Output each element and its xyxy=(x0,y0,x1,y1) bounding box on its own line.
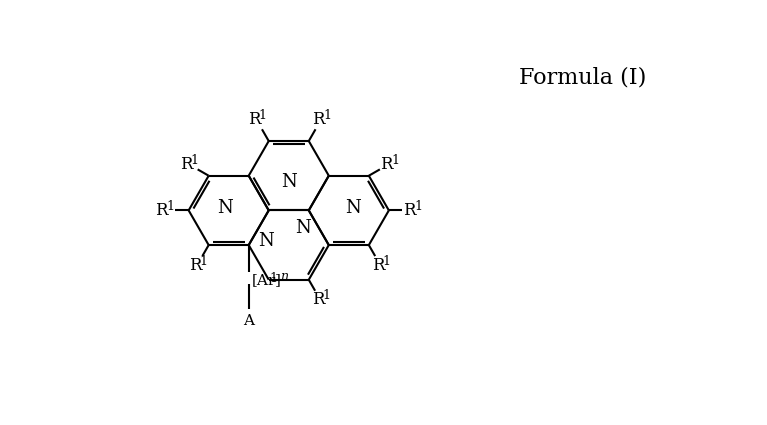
Text: 1: 1 xyxy=(414,200,422,213)
Text: N: N xyxy=(281,173,297,191)
Text: A: A xyxy=(243,314,254,328)
Text: ]: ] xyxy=(275,274,281,288)
Text: R: R xyxy=(403,202,416,219)
Text: 1: 1 xyxy=(199,255,207,268)
Text: R: R xyxy=(312,111,325,128)
Text: R: R xyxy=(180,156,193,173)
Text: Formula (I): Formula (I) xyxy=(519,67,647,89)
Text: N: N xyxy=(217,199,232,217)
Text: 1: 1 xyxy=(391,154,399,167)
Text: R: R xyxy=(372,257,384,274)
Text: 1: 1 xyxy=(269,272,278,285)
Text: R: R xyxy=(380,156,393,173)
Text: R: R xyxy=(189,257,201,274)
Text: 1: 1 xyxy=(322,289,331,303)
Text: R: R xyxy=(248,111,260,128)
Text: 1: 1 xyxy=(383,255,390,268)
Text: [Ar: [Ar xyxy=(252,274,276,288)
Text: N: N xyxy=(258,232,274,250)
Text: R: R xyxy=(156,202,168,219)
Text: 1: 1 xyxy=(191,154,199,167)
Text: n: n xyxy=(280,270,288,283)
Text: R: R xyxy=(311,291,324,308)
Text: 1: 1 xyxy=(258,109,267,122)
Text: 1: 1 xyxy=(166,200,174,213)
Text: N: N xyxy=(295,219,311,237)
Text: N: N xyxy=(345,199,360,217)
Text: 1: 1 xyxy=(323,109,331,122)
